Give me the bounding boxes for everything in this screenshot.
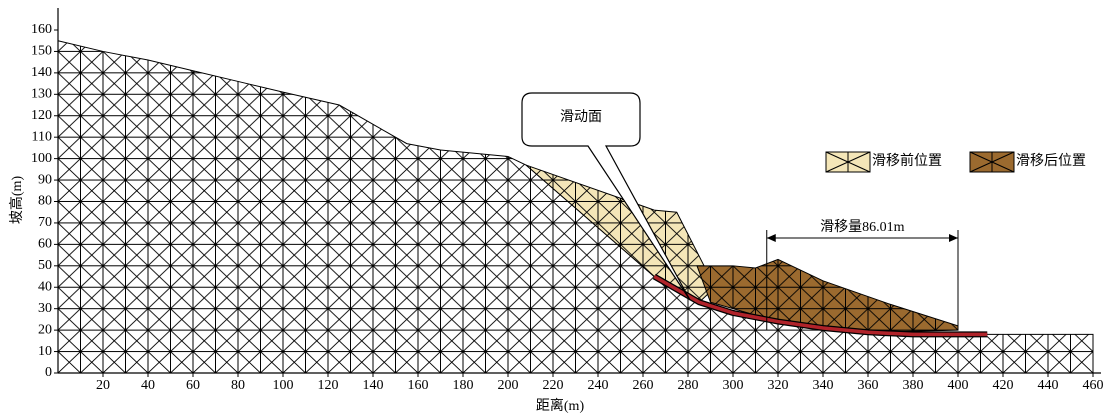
x-tick-label: 320 xyxy=(768,378,789,393)
legend-label: 滑移前位置 xyxy=(872,152,942,169)
y-tick-label: 10 xyxy=(38,344,52,359)
y-tick-label: 160 xyxy=(31,22,52,37)
y-tick-label: 40 xyxy=(38,279,52,294)
x-tick-label: 340 xyxy=(813,378,834,393)
y-tick-label: 150 xyxy=(31,44,52,59)
x-tick-label: 300 xyxy=(723,378,744,393)
measure-label: 滑移量86.01m xyxy=(820,218,904,235)
y-tick-label: 130 xyxy=(31,87,52,102)
x-tick-label: 240 xyxy=(588,378,609,393)
x-axis-label: 距离(m) xyxy=(536,397,585,414)
x-tick-label: 360 xyxy=(858,378,879,393)
y-tick-label: 20 xyxy=(38,322,52,337)
legend-label: 滑移后位置 xyxy=(1016,152,1086,169)
x-tick-label: 140 xyxy=(363,378,384,393)
x-tick-label: 280 xyxy=(678,378,699,393)
x-tick-label: 100 xyxy=(273,378,294,393)
y-tick-label: 60 xyxy=(38,237,52,252)
x-tick-label: 400 xyxy=(948,378,969,393)
x-tick-label: 120 xyxy=(318,378,339,393)
y-axis-label: 坡高(m) xyxy=(8,176,25,225)
y-tick-label: 0 xyxy=(45,365,52,380)
y-tick-label: 80 xyxy=(38,194,52,209)
y-tick-label: 140 xyxy=(31,65,52,80)
y-tick-label: 100 xyxy=(31,151,52,166)
y-tick-label: 30 xyxy=(38,301,52,316)
x-tick-label: 20 xyxy=(96,378,110,393)
x-tick-label: 380 xyxy=(903,378,924,393)
x-tick-label: 420 xyxy=(993,378,1014,393)
y-tick-label: 70 xyxy=(38,215,52,230)
x-tick-label: 260 xyxy=(633,378,654,393)
x-tick-label: 180 xyxy=(453,378,474,393)
callout-text: 滑动面 xyxy=(560,108,602,125)
x-tick-label: 440 xyxy=(1038,378,1059,393)
y-tick-label: 120 xyxy=(31,108,52,123)
x-tick-label: 220 xyxy=(543,378,564,393)
y-tick-label: 90 xyxy=(38,172,52,187)
y-tick-label: 50 xyxy=(38,258,52,273)
x-tick-label: 80 xyxy=(231,378,245,393)
x-tick-label: 200 xyxy=(498,378,519,393)
x-tick-label: 160 xyxy=(408,378,429,393)
chart: 坡高(m) 距离(m) 0 10 20 30 40 50 60 70 80 90 100 110 120… xyxy=(0,0,1120,417)
y-tick-label: 110 xyxy=(32,129,52,144)
x-tick-label: 40 xyxy=(141,378,155,393)
page: 坡高(m) 距离(m) 0 10 20 30 40 50 60 70 80 90 100 110 120… xyxy=(0,0,1120,417)
x-tick-label: 460 xyxy=(1083,378,1104,393)
x-tick-label: 60 xyxy=(186,378,200,393)
